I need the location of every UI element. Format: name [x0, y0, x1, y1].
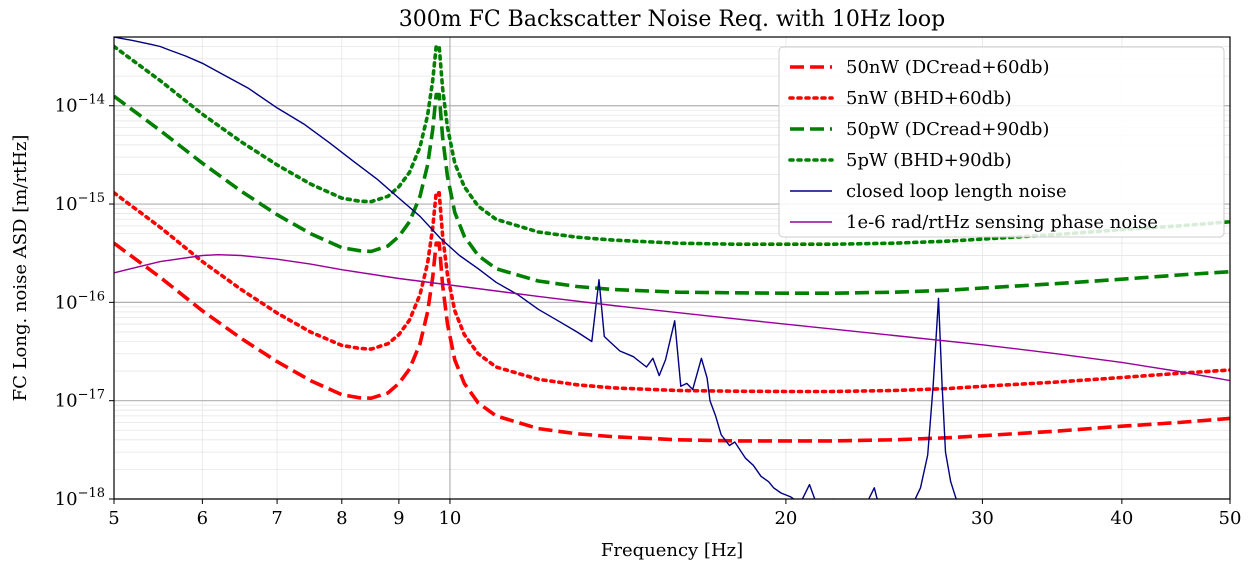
y-tick-label: 10−16 [55, 289, 105, 313]
y-tick-label: 10−18 [55, 486, 105, 510]
x-tick-label: 7 [271, 508, 282, 529]
legend-label: 1e-6 rad/rtHz sensing phase noise [846, 212, 1158, 233]
legend-box [778, 46, 1225, 238]
y-tick-label: 10−17 [55, 388, 105, 412]
series-line-5 [114, 37, 957, 499]
series-line-3 [114, 92, 1230, 295]
x-tick-label: 9 [393, 508, 404, 529]
legend-items: 50nW (DCread+60db) 5nW (BHD+60db) 50pW (DC… [788, 57, 1158, 233]
x-tick-label: 8 [336, 508, 347, 529]
legend-label: 5nW (BHD+60db) [846, 88, 1012, 109]
legend-label: 5pW (BHD+90db) [846, 150, 1012, 171]
y-axis-label: FC Long. noise ASD [m/rtHz] [10, 135, 31, 402]
x-axis-ticks: 5 6 7 8 9 10 20 30 40 50 [108, 499, 1241, 529]
x-axis-label: Frequency [Hz] [601, 540, 743, 561]
legend: 50nW (DCread+60db) 5nW (BHD+60db) 50pW (DC… [778, 46, 1225, 238]
legend-label: closed loop length noise [846, 181, 1067, 202]
x-tick-label: 20 [774, 508, 797, 529]
legend-label: 50nW (DCread+60db) [846, 57, 1050, 78]
x-tick-label: 40 [1110, 508, 1133, 529]
series-layer [114, 37, 1230, 499]
y-tick-label: 10−15 [55, 191, 105, 215]
x-tick-label: 50 [1219, 508, 1242, 529]
x-tick-label: 6 [197, 508, 208, 529]
series-line-4 [114, 44, 1230, 246]
x-tick-label: 30 [971, 508, 994, 529]
plot-frame [113, 36, 1231, 500]
series-line-6 [114, 254, 1230, 382]
series-line-2 [114, 191, 1230, 394]
x-tick-label: 5 [108, 508, 119, 529]
x-tick-label: 10 [438, 508, 461, 529]
series-line-1 [114, 241, 1230, 443]
legend-label: 50pW (DCread+90db) [846, 119, 1049, 140]
y-axis-ticks: 10−18 10−17 10−16 10−15 10−14 [55, 93, 114, 510]
y-tick-label: 10−14 [55, 93, 105, 117]
chart-title: 300m FC Backscatter Noise Req. with 10Hz… [399, 7, 946, 32]
